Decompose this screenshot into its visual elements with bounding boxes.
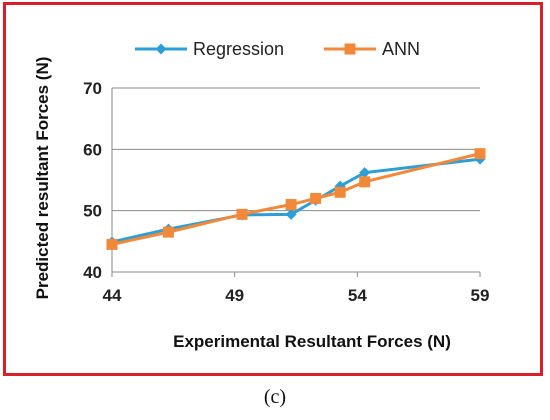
y-tick-label: 40 — [83, 263, 102, 282]
y-axis-title: Predicted resultant Forces (N) — [33, 57, 52, 300]
data-point-ann — [310, 192, 322, 204]
series-ann — [106, 148, 486, 250]
data-point-ann — [474, 148, 486, 160]
data-point-regression — [359, 167, 371, 179]
chart-frame — [3, 2, 543, 376]
x-axis-title: Experimental Resultant Forces (N) — [173, 332, 451, 351]
data-point-ann — [162, 226, 174, 238]
legend-label: Regression — [193, 39, 284, 59]
legend-item-ann: ANN — [324, 39, 420, 59]
figure-caption: (c) — [263, 386, 287, 408]
axes: 40 50 60 70 44 49 54 59 — [83, 79, 489, 305]
legend-swatch-marker — [155, 43, 167, 55]
data-point-ann — [285, 199, 297, 211]
data-point-ann — [359, 176, 371, 188]
x-tick-label: 44 — [103, 286, 122, 305]
gridlines — [112, 87, 480, 273]
legend: Regression ANN — [135, 39, 420, 59]
legend-item-regression: Regression — [135, 39, 284, 59]
data-point-regression — [285, 208, 297, 220]
data-point-ann — [236, 208, 248, 220]
y-tick-label: 60 — [83, 140, 102, 159]
x-tick-label: 59 — [471, 286, 490, 305]
series-layer — [106, 148, 486, 250]
data-point-ann — [334, 186, 346, 198]
series-line-regression — [111, 157, 481, 244]
x-tick-label: 49 — [225, 286, 244, 305]
y-tick-label: 70 — [83, 79, 102, 98]
y-tick-label: 50 — [83, 202, 102, 221]
legend-swatch-marker — [344, 43, 356, 55]
data-point-ann — [106, 238, 118, 250]
x-tick-label: 54 — [348, 286, 367, 305]
legend-label: ANN — [382, 39, 420, 59]
